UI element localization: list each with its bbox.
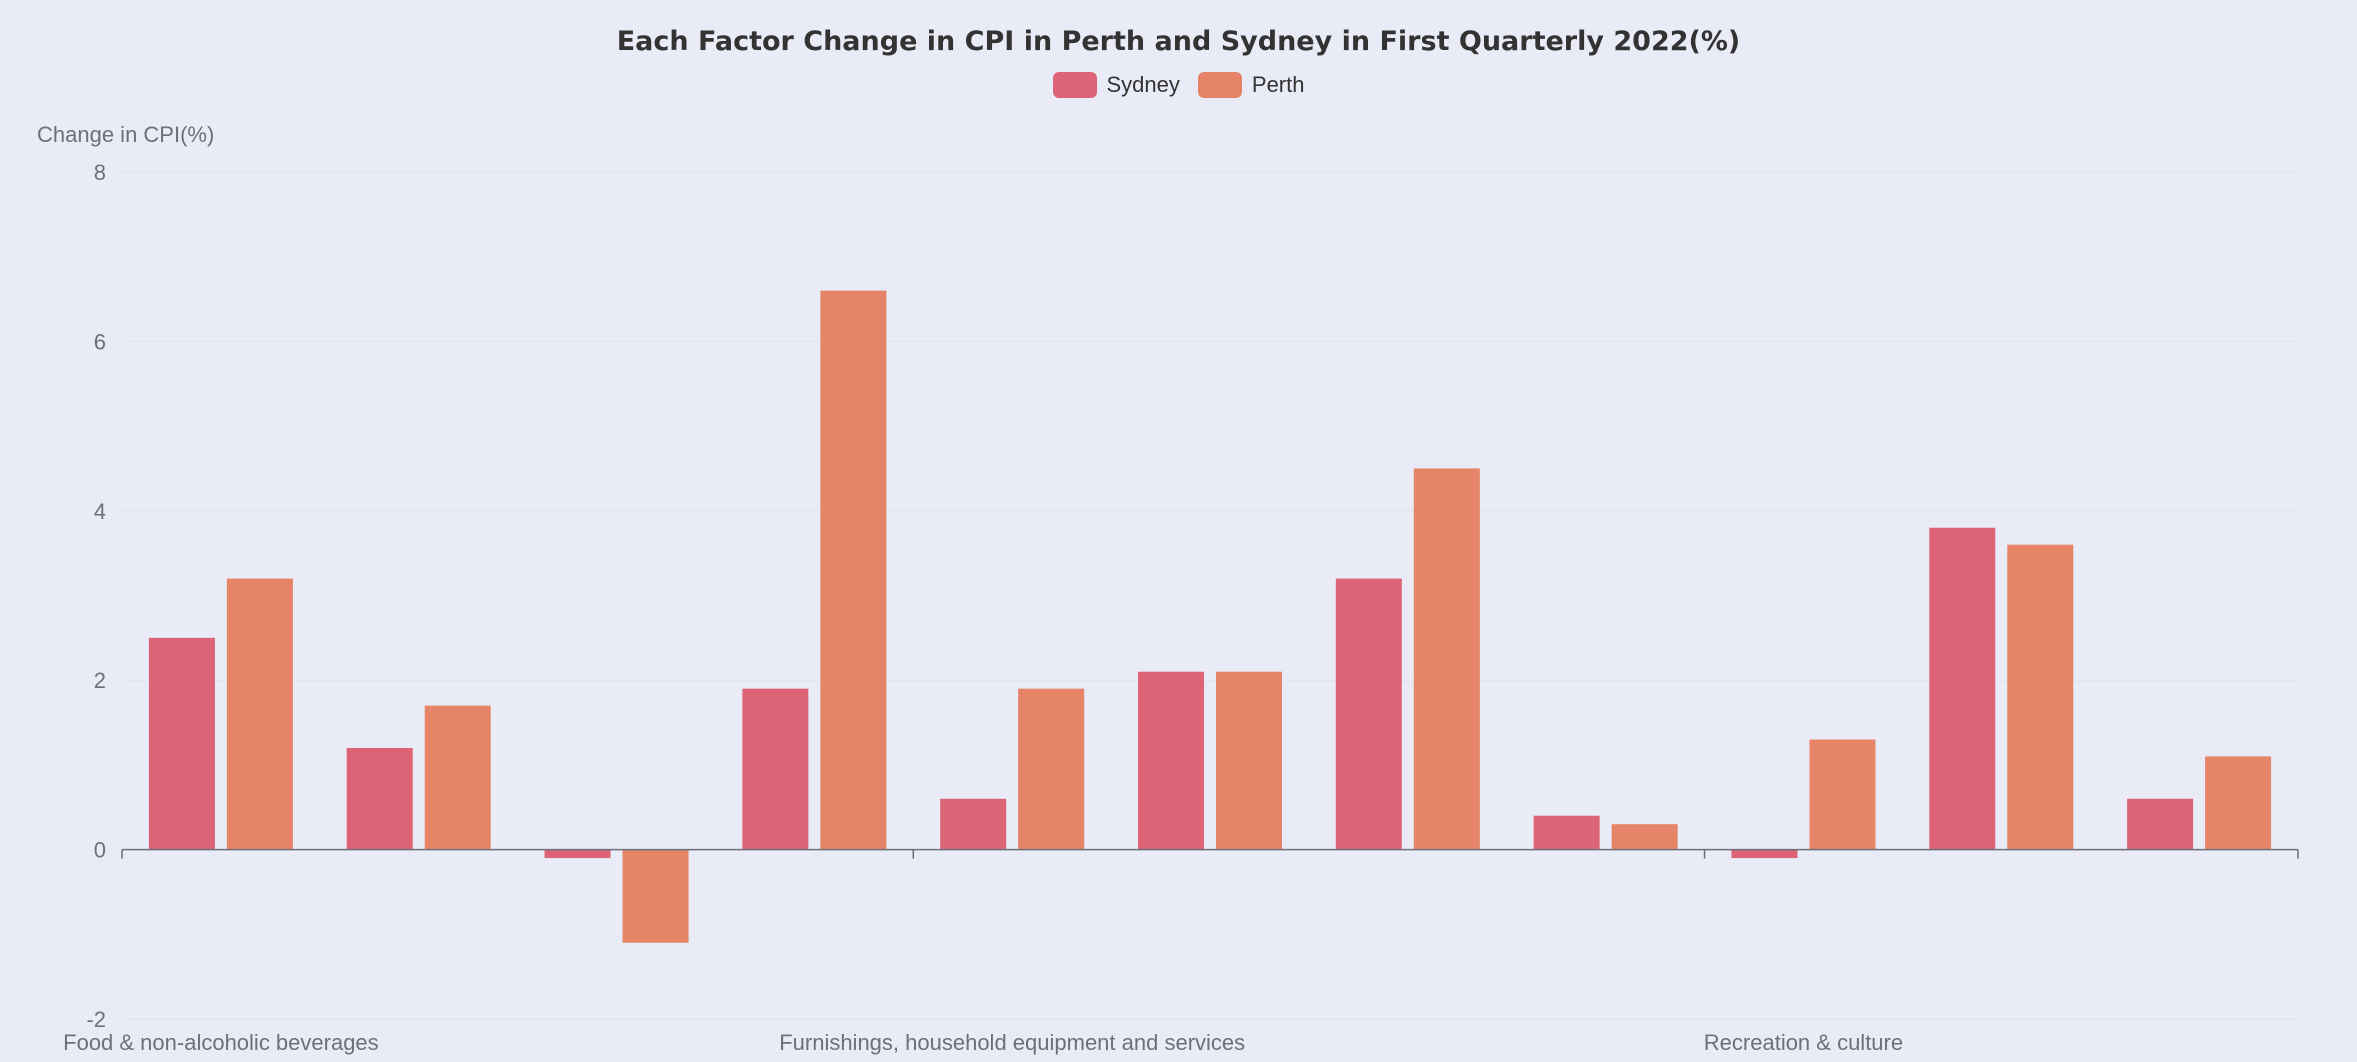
y-axis-label: Change in CPI(%) — [37, 122, 214, 147]
bar-sydney-6[interactable] — [1335, 578, 1402, 850]
bar-sydney-5[interactable] — [1138, 671, 1204, 850]
bar-perth-1[interactable] — [424, 705, 491, 850]
legend-swatch-sydney — [1052, 72, 1097, 98]
y-tick-label: -2 — [86, 1007, 106, 1032]
y-tick-label: 4 — [94, 499, 106, 524]
bar-sydney-8[interactable] — [1731, 849, 1798, 859]
bar-perth-9[interactable] — [2007, 544, 2074, 850]
legend-label-perth: Perth — [1251, 72, 1305, 97]
bar-sydney-9[interactable] — [1929, 527, 1996, 850]
bar-perth-6[interactable] — [1413, 468, 1480, 850]
legend-swatch-perth — [1197, 72, 1242, 98]
bar-perth-5[interactable] — [1216, 671, 1282, 850]
bar-sydney-2[interactable] — [544, 849, 611, 859]
bar-perth-0[interactable] — [226, 578, 293, 850]
chart-title: Each Factor Change in CPI in Perth and S… — [616, 26, 1741, 57]
x-axis-labels: Food & non-alcoholic beverages Furnishing… — [63, 1030, 1903, 1055]
bar-perth-10[interactable] — [2205, 756, 2272, 850]
bar-perth-7[interactable] — [1611, 824, 1678, 850]
legend-item-sydney[interactable]: Sydney — [1052, 72, 1180, 98]
x-tick-label: Recreation & culture — [1704, 1030, 1903, 1055]
legend: Sydney Perth — [0, 72, 2357, 98]
x-axis — [121, 848, 2299, 859]
legend-label-sydney: Sydney — [1106, 72, 1180, 97]
legend-item-perth[interactable]: Perth — [1197, 72, 1305, 98]
x-tick-label: Food & non-alcoholic beverages — [63, 1030, 379, 1055]
y-tick-label: 0 — [94, 838, 106, 863]
bar-sydney-1[interactable] — [346, 747, 413, 850]
bar-sydney-3[interactable] — [742, 688, 809, 850]
y-tick-label: 6 — [94, 329, 106, 354]
bar-sydney-10[interactable] — [2127, 798, 2194, 850]
bar-sydney-4[interactable] — [940, 798, 1007, 850]
bar-perth-8[interactable] — [1809, 739, 1876, 850]
x-tick-label: Furnishings, household equipment and ser… — [779, 1030, 1245, 1055]
bars — [148, 290, 2272, 943]
bar-sydney-7[interactable] — [1533, 815, 1600, 850]
bar-perth-4[interactable] — [1018, 688, 1085, 850]
y-tick-label: 2 — [94, 668, 106, 693]
y-axis-ticks: -2 0 2 4 6 8 — [86, 160, 106, 1032]
y-tick-label: 8 — [94, 160, 106, 185]
bar-perth-2[interactable] — [622, 849, 689, 943]
bar-sydney-0[interactable] — [148, 637, 215, 850]
bar-perth-3[interactable] — [820, 290, 887, 850]
